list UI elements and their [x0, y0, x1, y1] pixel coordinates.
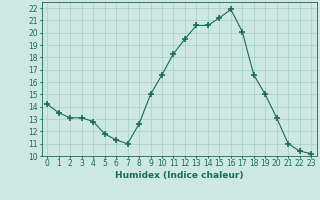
X-axis label: Humidex (Indice chaleur): Humidex (Indice chaleur)	[115, 171, 244, 180]
